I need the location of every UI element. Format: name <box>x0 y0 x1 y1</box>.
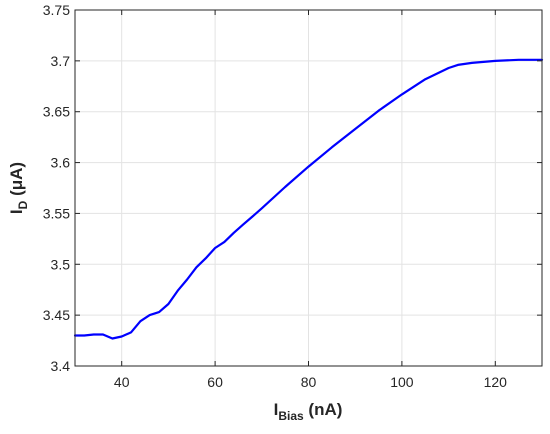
y-tick-label: 3.65 <box>43 104 70 120</box>
x-tick-label: 100 <box>390 374 414 390</box>
y-tick-label: 3.55 <box>43 205 70 221</box>
x-tick-label: 120 <box>484 374 508 390</box>
y-tick-label: 3.5 <box>51 256 71 272</box>
x-tick-label: 40 <box>114 374 130 390</box>
x-tick-label: 80 <box>301 374 317 390</box>
y-tick-label: 3.45 <box>43 307 70 323</box>
y-tick-label: 3.4 <box>51 358 71 374</box>
x-axis-label-sub: Bias <box>278 409 304 423</box>
y-tick-label: 3.75 <box>43 2 70 18</box>
y-axis-label-main: I <box>7 209 26 214</box>
x-axis-label-unit: (nA) <box>304 400 343 419</box>
grid-lines <box>75 9 542 367</box>
x-axis-label: IBias (nA) <box>274 400 343 423</box>
x-tick-label: 60 <box>207 374 223 390</box>
y-tick-label: 3.7 <box>51 53 71 69</box>
y-tick-label: 3.6 <box>51 155 71 171</box>
y-axis-label: ID (μA) <box>7 162 30 214</box>
y-axis-ticks: 3.4 3.45 3.5 3.55 3.6 3.65 3.7 3.75 <box>43 2 542 374</box>
x-axis-ticks: 40 60 80 100 120 <box>114 10 507 390</box>
data-layer <box>73 58 544 340</box>
x-axis-label-main: I <box>274 400 279 419</box>
y-axis-label-sub: D <box>16 200 30 209</box>
y-axis-label-unit: (μA) <box>7 162 26 201</box>
series-line <box>73 58 544 340</box>
